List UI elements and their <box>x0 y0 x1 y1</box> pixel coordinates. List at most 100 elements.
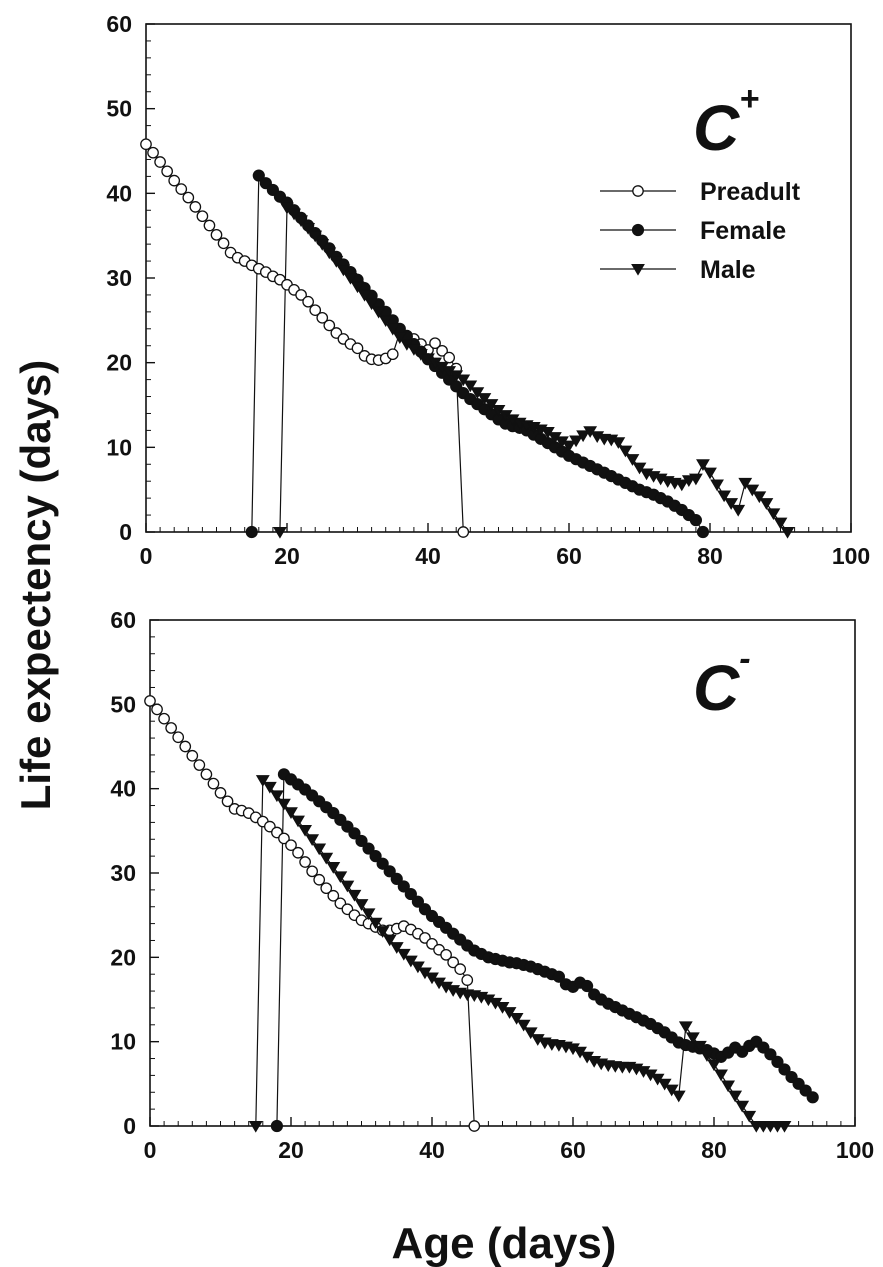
data-point-preadult <box>468 1120 481 1132</box>
data-point-male <box>361 908 376 921</box>
data-point-preadult <box>203 219 216 232</box>
data-point-male <box>721 1080 735 1093</box>
data-point-male <box>632 462 647 475</box>
data-point-preadult <box>151 703 163 716</box>
data-point-male <box>780 526 795 539</box>
data-point-preadult <box>172 731 185 744</box>
data-point-male <box>270 790 284 803</box>
data-point-male <box>693 1040 707 1053</box>
y-tick-label: 0 <box>123 1113 136 1139</box>
data-point-preadult <box>454 963 467 975</box>
data-point-male <box>371 306 386 319</box>
data-point-male <box>382 934 397 947</box>
data-point-preadult <box>447 956 459 969</box>
y-tick-label: 30 <box>110 860 136 886</box>
data-point-female <box>362 842 375 855</box>
data-point-male <box>509 1013 524 1025</box>
data-point-male <box>470 387 485 399</box>
data-point-male <box>287 208 301 221</box>
panel-label: C+ <box>693 80 759 164</box>
y-tick-label: 30 <box>106 265 132 291</box>
data-point-male <box>703 467 717 480</box>
data-point-male <box>284 807 298 819</box>
y-tick-label: 40 <box>106 180 132 206</box>
data-point-male <box>477 393 492 405</box>
data-point-male <box>728 1090 743 1103</box>
data-point-preadult <box>182 191 195 204</box>
data-point-male <box>262 781 277 794</box>
data-point-male <box>484 399 499 411</box>
data-point-male <box>340 880 355 893</box>
data-point-preadult <box>217 237 230 250</box>
data-point-male <box>569 435 583 448</box>
data-point-preadult <box>193 759 206 771</box>
data-point-male <box>255 775 270 787</box>
data-point-male <box>403 955 418 968</box>
data-point-male <box>248 1120 263 1133</box>
panel-label-superscript: - <box>739 640 750 678</box>
data-point-female <box>376 857 389 870</box>
y-tick-label: 60 <box>106 11 132 37</box>
data-point-male <box>625 454 640 466</box>
data-point-male <box>523 1027 538 1040</box>
data-point-preadult <box>140 138 152 151</box>
data-point-preadult <box>165 722 177 734</box>
data-point-male <box>392 332 407 344</box>
y-tick-label: 50 <box>110 691 136 717</box>
data-point-male <box>298 824 312 837</box>
data-point-female <box>806 1091 819 1104</box>
y-tick-label: 40 <box>110 776 136 802</box>
data-point-preadult <box>196 210 209 223</box>
y-tick-label: 10 <box>110 1029 136 1055</box>
chart-panel-c-minus: 0 20 40 60 80 100 0 10 20 30 40 50 60 C- <box>110 607 874 1163</box>
data-point-male <box>671 1090 686 1103</box>
data-point-preadult <box>207 777 220 790</box>
data-point-male <box>700 1050 714 1062</box>
data-point-preadult <box>278 832 290 845</box>
x-tick-label: 40 <box>419 1137 445 1163</box>
data-point-female <box>383 865 396 878</box>
data-point-preadult <box>351 342 364 355</box>
data-point-male <box>562 440 576 453</box>
x-tick-label: 20 <box>278 1137 304 1163</box>
data-point-male <box>385 323 400 336</box>
y-tick-label: 60 <box>110 607 136 633</box>
series-layer <box>140 138 795 539</box>
axis-tick-labels: 0 20 40 60 80 100 0 10 20 30 40 50 60 <box>106 11 870 569</box>
data-point-male <box>333 871 348 884</box>
data-point-male <box>354 899 369 911</box>
data-point-preadult <box>161 165 173 178</box>
data-point-male <box>759 498 774 510</box>
data-point-preadult <box>186 749 199 762</box>
data-point-female <box>552 970 566 983</box>
data-point-male <box>664 1084 679 1097</box>
data-point-male <box>389 942 404 954</box>
data-point-male <box>357 289 372 302</box>
data-point-male <box>322 247 337 260</box>
data-point-male <box>685 1032 700 1045</box>
y-tick-label: 50 <box>106 96 132 122</box>
data-point-male <box>368 917 383 930</box>
x-tick-label: 100 <box>836 1137 874 1163</box>
data-point-male <box>336 264 351 277</box>
data-point-male <box>696 459 710 471</box>
panel-label-superscript: + <box>739 80 759 118</box>
data-point-female <box>348 827 361 840</box>
data-point-male <box>343 272 358 285</box>
data-point-preadult <box>306 865 318 878</box>
data-point-preadult <box>292 846 304 859</box>
data-point-male <box>329 256 344 268</box>
data-point-male <box>347 889 362 902</box>
data-point-male <box>375 926 390 938</box>
data-point-preadult <box>323 319 336 332</box>
data-point-female <box>245 525 258 539</box>
data-point-male <box>714 1069 728 1082</box>
data-point-male <box>707 1059 721 1072</box>
data-point-male <box>280 202 294 215</box>
data-point-male <box>463 380 478 393</box>
data-point-male <box>305 834 320 846</box>
y-tick-label: 10 <box>106 434 132 460</box>
data-point-preadult <box>189 201 202 213</box>
